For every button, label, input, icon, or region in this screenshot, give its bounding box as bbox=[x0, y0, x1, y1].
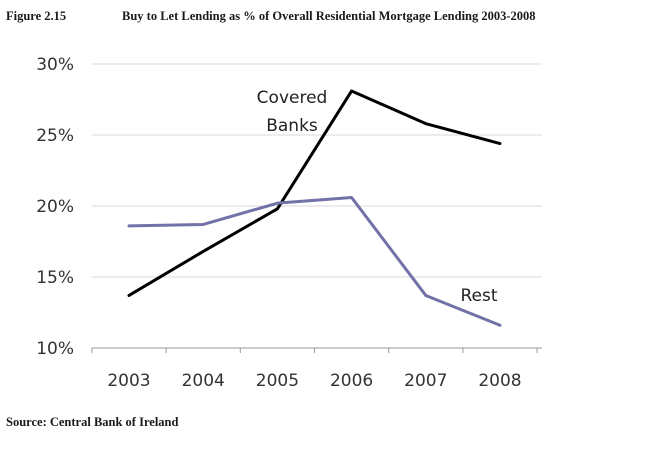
x-tick-label: 2006 bbox=[330, 371, 373, 391]
y-tick-label: 10% bbox=[36, 339, 74, 359]
x-tick-label: 2008 bbox=[478, 371, 521, 391]
x-tick-label: 2003 bbox=[107, 371, 150, 391]
series-label-rest: Rest bbox=[460, 286, 497, 306]
series-label-covered-banks: Banks bbox=[266, 116, 318, 136]
x-tick-label: 2004 bbox=[182, 371, 225, 391]
x-tick-label: 2005 bbox=[256, 371, 299, 391]
series-line-covered-banks bbox=[127, 89, 502, 297]
y-tick-label: 25% bbox=[36, 126, 74, 146]
x-tick-label: 2007 bbox=[404, 371, 447, 391]
chart-title: Buy to Let Lending as % of Overall Resid… bbox=[122, 9, 536, 23]
figure-header: Figure 2.15 Buy to Let Lending as % of O… bbox=[6, 9, 646, 29]
series-label-covered-banks: Covered bbox=[257, 88, 328, 108]
y-tick-label: 20% bbox=[36, 197, 74, 217]
source-note: Source: Central Bank of Ireland bbox=[6, 415, 179, 429]
figure-number: Figure 2.15 bbox=[6, 9, 67, 23]
series-line-rest bbox=[127, 195, 502, 327]
y-tick-label: 15% bbox=[36, 268, 74, 288]
y-tick-label: 30% bbox=[36, 55, 74, 75]
